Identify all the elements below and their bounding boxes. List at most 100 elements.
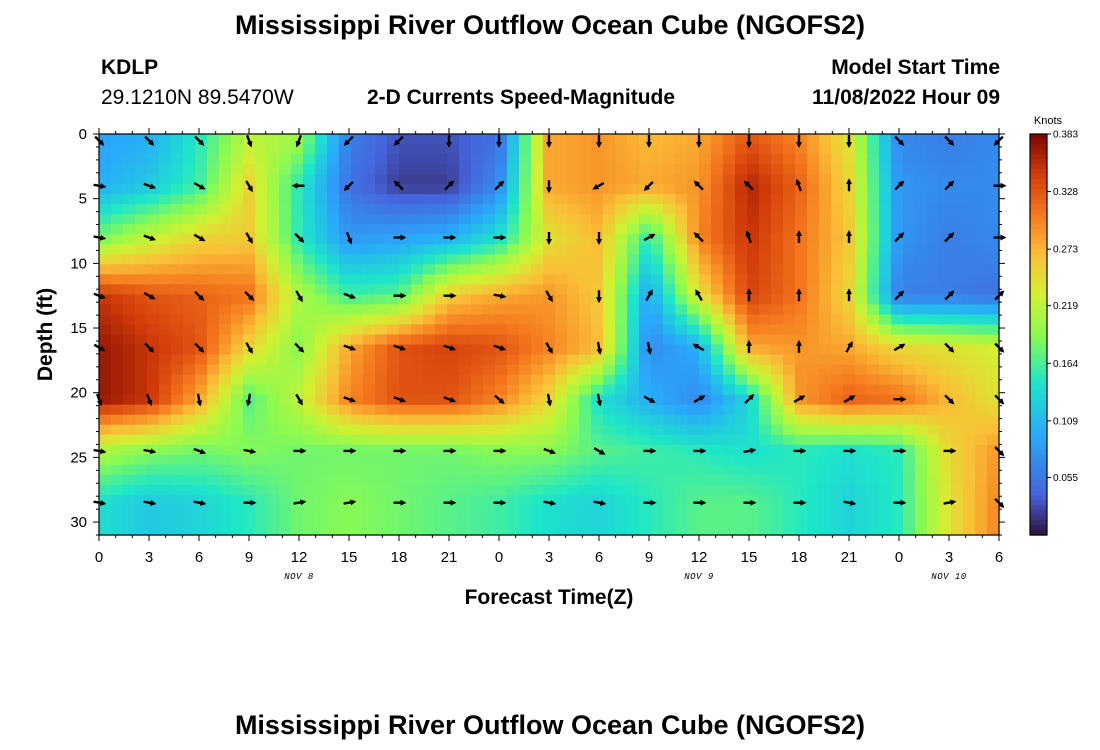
heatmap-cell: [375, 394, 388, 406]
heatmap-cell: [291, 314, 304, 326]
heatmap-cell: [243, 314, 256, 326]
heatmap-cell: [603, 214, 616, 225]
heatmap-cell: [495, 274, 508, 285]
heatmap-cell: [171, 234, 184, 245]
heatmap-cell: [447, 224, 460, 235]
heatmap-cell: [423, 304, 436, 316]
colorbar-band: [1030, 304, 1047, 311]
heatmap-cell: [327, 244, 340, 255]
heatmap-cell: [207, 334, 220, 346]
heatmap-cell: [831, 434, 844, 446]
heatmap-cell: [99, 214, 112, 225]
heatmap-cell: [927, 484, 940, 496]
heatmap-cell: [159, 294, 172, 306]
heatmap-cell: [915, 524, 928, 536]
heatmap-cell: [543, 264, 556, 275]
heatmap-cell: [459, 424, 472, 436]
heatmap-cell: [459, 284, 472, 296]
heatmap-cell: [183, 134, 196, 145]
heatmap-cell: [423, 514, 436, 526]
heatmap-cell: [699, 414, 712, 426]
heatmap-cell: [831, 374, 844, 386]
heatmap-cell: [291, 204, 304, 215]
heatmap-cell: [183, 274, 196, 285]
heatmap-cell: [291, 464, 304, 476]
heatmap-cell: [279, 444, 292, 456]
heatmap-cell: [255, 434, 268, 446]
heatmap-cell: [771, 264, 784, 275]
heatmap-cell: [831, 484, 844, 496]
heatmap-cell: [255, 404, 268, 416]
heatmap-cell: [423, 244, 436, 255]
heatmap-cell: [579, 264, 592, 275]
heatmap-cell: [903, 284, 916, 296]
heatmap-cell: [399, 514, 412, 526]
heatmap-cell: [543, 374, 556, 386]
heatmap-cell: [399, 374, 412, 386]
current-arrow: [193, 233, 206, 242]
heatmap-cell: [735, 264, 748, 275]
heatmap-cell: [567, 464, 580, 476]
heatmap-cell: [915, 224, 928, 235]
heatmap-cell: [447, 214, 460, 225]
heatmap-cell: [171, 184, 184, 195]
heatmap-cell: [951, 324, 964, 336]
heatmap-cell: [303, 154, 316, 165]
station-coordinates: 29.1210N 89.5470W: [101, 86, 294, 109]
heatmap-cell: [99, 164, 112, 175]
heatmap-cell: [459, 304, 472, 316]
heatmap-cell: [111, 314, 124, 326]
heatmap-cell: [411, 164, 424, 175]
heatmap-cell: [447, 244, 460, 255]
current-arrow: [593, 447, 606, 455]
heatmap-cell: [987, 354, 1000, 366]
heatmap-cell: [327, 134, 340, 145]
heatmap-cell: [483, 344, 496, 356]
heatmap-cell: [135, 424, 148, 436]
heatmap-cell: [795, 154, 808, 165]
heatmap-cell: [591, 354, 604, 366]
heatmap-cell: [747, 274, 760, 285]
heatmap-cell: [195, 374, 208, 386]
heatmap-cell: [831, 244, 844, 255]
heatmap-cell: [471, 464, 484, 476]
heatmap-cell: [639, 344, 652, 356]
heatmap-cell: [699, 164, 712, 175]
heatmap-cell: [627, 244, 640, 255]
heatmap-cell: [699, 214, 712, 225]
heatmap-cell: [411, 514, 424, 526]
heatmap-cell: [459, 524, 472, 536]
heatmap-cell: [207, 234, 220, 245]
heatmap-cell: [963, 214, 976, 225]
heatmap-cell: [711, 464, 724, 476]
heatmap-cell: [531, 264, 544, 275]
x-tick-label: 3: [545, 549, 553, 566]
heatmap-cell: [651, 464, 664, 476]
heatmap-cell: [279, 374, 292, 386]
heatmap-cell: [399, 204, 412, 215]
colorbar-tick-label: 0.219: [1053, 301, 1078, 312]
heatmap-cell: [447, 254, 460, 265]
heatmap-cell: [255, 294, 268, 306]
heatmap-cell: [315, 334, 328, 346]
heatmap-cell: [831, 194, 844, 205]
heatmap-cell: [951, 204, 964, 215]
heatmap-cell: [735, 514, 748, 526]
heatmap-cell: [675, 224, 688, 235]
heatmap-cell: [159, 504, 172, 516]
heatmap-cell: [567, 254, 580, 265]
heatmap-cell: [531, 234, 544, 245]
heatmap-cell: [207, 464, 220, 476]
heatmap-cell: [543, 524, 556, 536]
heatmap-cell: [219, 494, 232, 506]
heatmap-cell: [975, 364, 988, 376]
heatmap-cell: [327, 204, 340, 215]
heatmap-cell: [99, 374, 112, 386]
heatmap-cell: [399, 414, 412, 426]
heatmap-cell: [867, 464, 880, 476]
heatmap-cell: [783, 174, 796, 185]
heatmap-cell: [423, 264, 436, 275]
heatmap-cell: [471, 184, 484, 195]
heatmap-cell: [675, 364, 688, 376]
heatmap-cell: [591, 474, 604, 486]
